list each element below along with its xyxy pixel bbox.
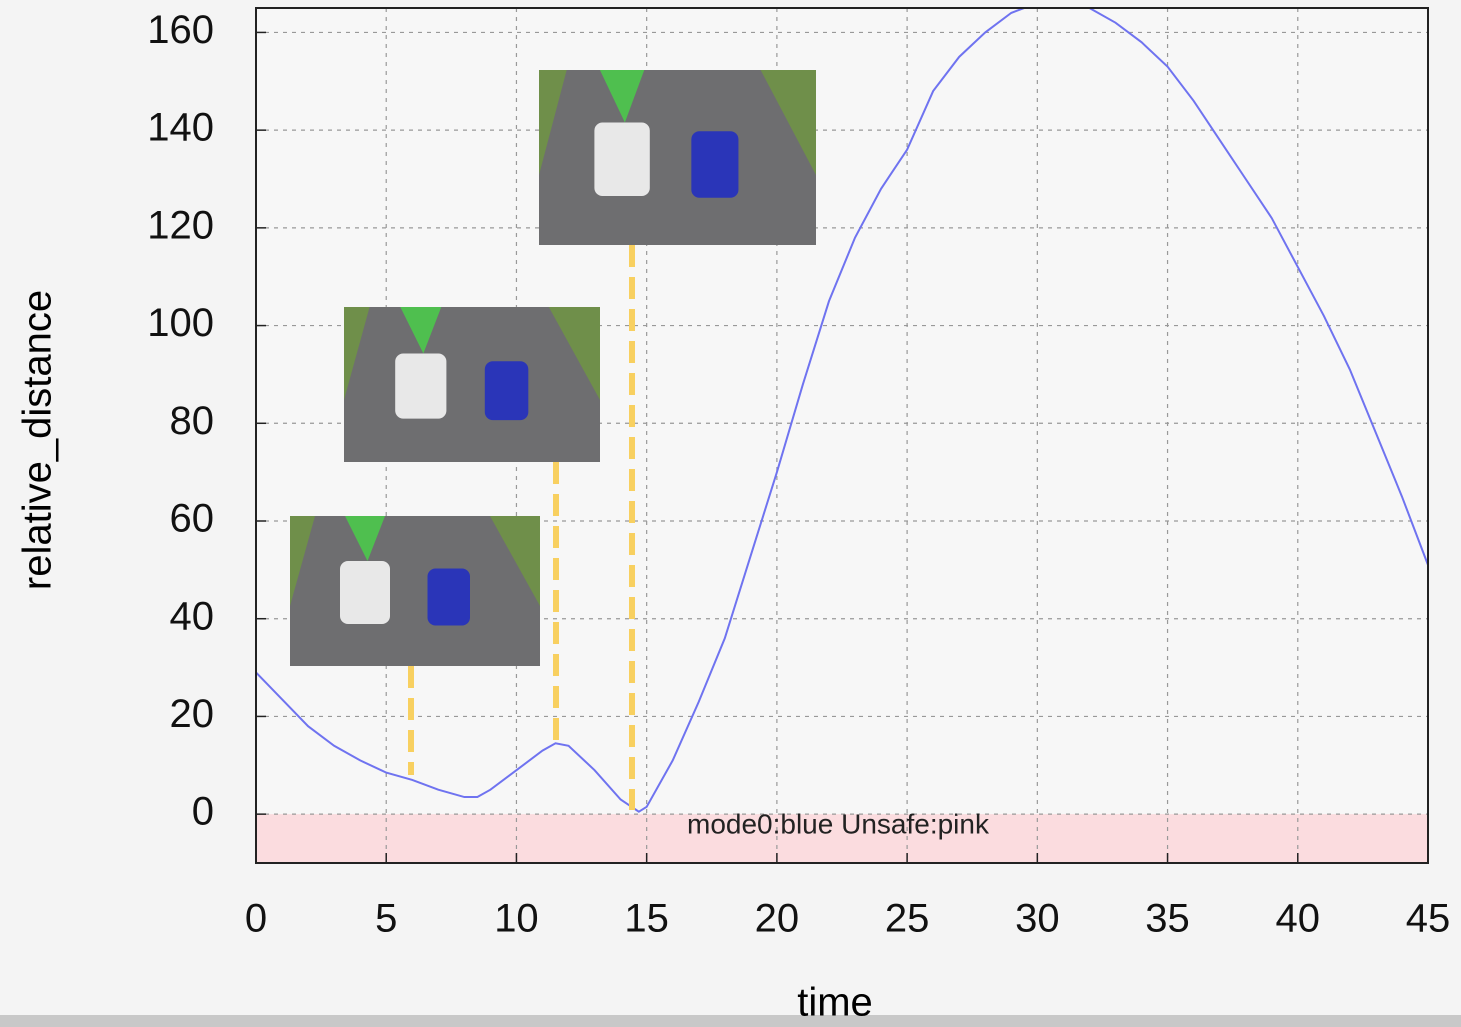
car [428,569,471,626]
y-tick-label: 60 [170,497,215,541]
car [485,361,529,420]
y-tick-label: 100 [147,301,214,345]
y-tick-label: 80 [170,399,215,443]
x-tick-label: 30 [1015,897,1060,941]
y-tick-label: 40 [170,594,215,638]
x-tick-label: 5 [375,897,397,941]
chart: time relative_distance 02040608010012014… [0,0,1461,1027]
x-tick-label: 0 [245,897,267,941]
x-tick-label: 10 [494,897,539,941]
x-tick-label: 25 [885,897,930,941]
car [594,123,649,197]
y-tick-label: 120 [147,203,214,247]
y-tick-label: 140 [147,106,214,150]
y-tick-label: 20 [170,692,215,736]
y-axis-label: relative_distance [16,290,60,590]
window-edge [0,1015,1461,1027]
x-tick-label: 20 [755,897,800,941]
x-tick-label: 15 [624,897,669,941]
car [395,354,446,419]
y-tick-label: 160 [147,8,214,52]
legend-text: mode0:blue Unsafe:pink [687,808,990,839]
car [340,561,390,624]
x-tick-label: 40 [1276,897,1321,941]
snapshot [344,307,600,462]
car [691,131,738,198]
x-tick-label: 45 [1406,897,1451,941]
x-axis-label: time [797,981,873,1025]
x-tick-label: 35 [1145,897,1190,941]
y-tick-label: 0 [192,790,214,834]
